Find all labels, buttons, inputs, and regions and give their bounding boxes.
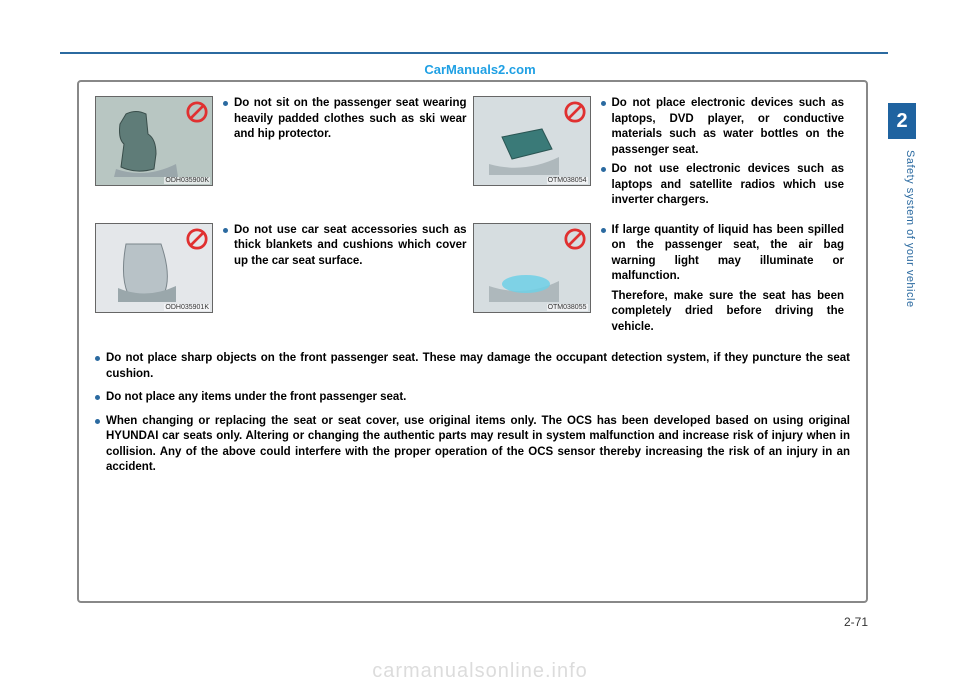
illustration: OTM038055 bbox=[473, 223, 591, 313]
image-code: OTM038055 bbox=[547, 304, 588, 311]
bullet-text: If large quantity of liquid has been spi… bbox=[612, 223, 845, 285]
bullet-text: Do not place electronic devices such as … bbox=[612, 96, 845, 158]
warning-text: If large quantity of liquid has been spi… bbox=[601, 223, 851, 336]
seat-spill-icon bbox=[484, 236, 564, 306]
bullet-text: Do not use electronic devices such as la… bbox=[612, 162, 845, 209]
bullet-text: Do not place any items under the front p… bbox=[106, 390, 850, 406]
extra-text: Therefore, make sure the seat has been c… bbox=[612, 289, 845, 336]
chapter-title: Safety system of your vehicle bbox=[888, 150, 916, 370]
bullet-icon bbox=[601, 228, 606, 233]
seat-cushion-icon bbox=[106, 236, 186, 306]
illustration: ODH035900K bbox=[95, 96, 213, 186]
watermark-top: CarManuals2.com bbox=[424, 62, 535, 77]
bullet-icon bbox=[223, 101, 228, 106]
prohibit-icon bbox=[564, 101, 586, 123]
top-rule bbox=[60, 52, 888, 54]
warning-cell: ODH035901K Do not use car seat accessori… bbox=[95, 223, 473, 336]
illustration: ODH035901K bbox=[95, 223, 213, 313]
bullet-icon bbox=[95, 356, 100, 361]
bottom-bullet-list: Do not place sharp objects on the front … bbox=[95, 351, 850, 476]
warning-text: Do not place electronic devices such as … bbox=[601, 96, 851, 213]
seat-person-icon bbox=[106, 109, 186, 179]
bullet-icon bbox=[601, 167, 606, 172]
prohibit-icon bbox=[564, 228, 586, 250]
prohibit-icon bbox=[186, 101, 208, 123]
page-number: 2-71 bbox=[844, 615, 868, 629]
watermark-bottom: carmanualsonline.info bbox=[372, 660, 588, 683]
bullet-icon bbox=[95, 419, 100, 424]
image-code: OTM038054 bbox=[547, 177, 588, 184]
bullet-text: Do not place sharp objects on the front … bbox=[106, 351, 850, 382]
image-code: ODH035901K bbox=[164, 304, 210, 311]
content-card: ODH035900K Do not sit on the passenger s… bbox=[77, 80, 868, 603]
bullet-text: Do not sit on the passenger seat wearing… bbox=[234, 96, 467, 143]
warning-grid: ODH035900K Do not sit on the passenger s… bbox=[95, 96, 850, 345]
prohibit-icon bbox=[186, 228, 208, 250]
image-code: ODH035900K bbox=[164, 177, 210, 184]
bullet-text: Do not use car seat accessories such as … bbox=[234, 223, 467, 270]
warning-cell: OTM038055 If large quantity of liquid ha… bbox=[473, 223, 851, 336]
bullet-text: When changing or replacing the seat or s… bbox=[106, 414, 850, 476]
warning-text: Do not sit on the passenger seat wearing… bbox=[223, 96, 473, 147]
warning-cell: ODH035900K Do not sit on the passenger s… bbox=[95, 96, 473, 213]
bullet-icon bbox=[223, 228, 228, 233]
seat-laptop-icon bbox=[484, 109, 564, 179]
bullet-icon bbox=[95, 395, 100, 400]
warning-text: Do not use car seat accessories such as … bbox=[223, 223, 473, 274]
illustration: OTM038054 bbox=[473, 96, 591, 186]
chapter-tab: 2 bbox=[888, 103, 916, 139]
bullet-icon bbox=[601, 101, 606, 106]
warning-cell: OTM038054 Do not place electronic device… bbox=[473, 96, 851, 213]
